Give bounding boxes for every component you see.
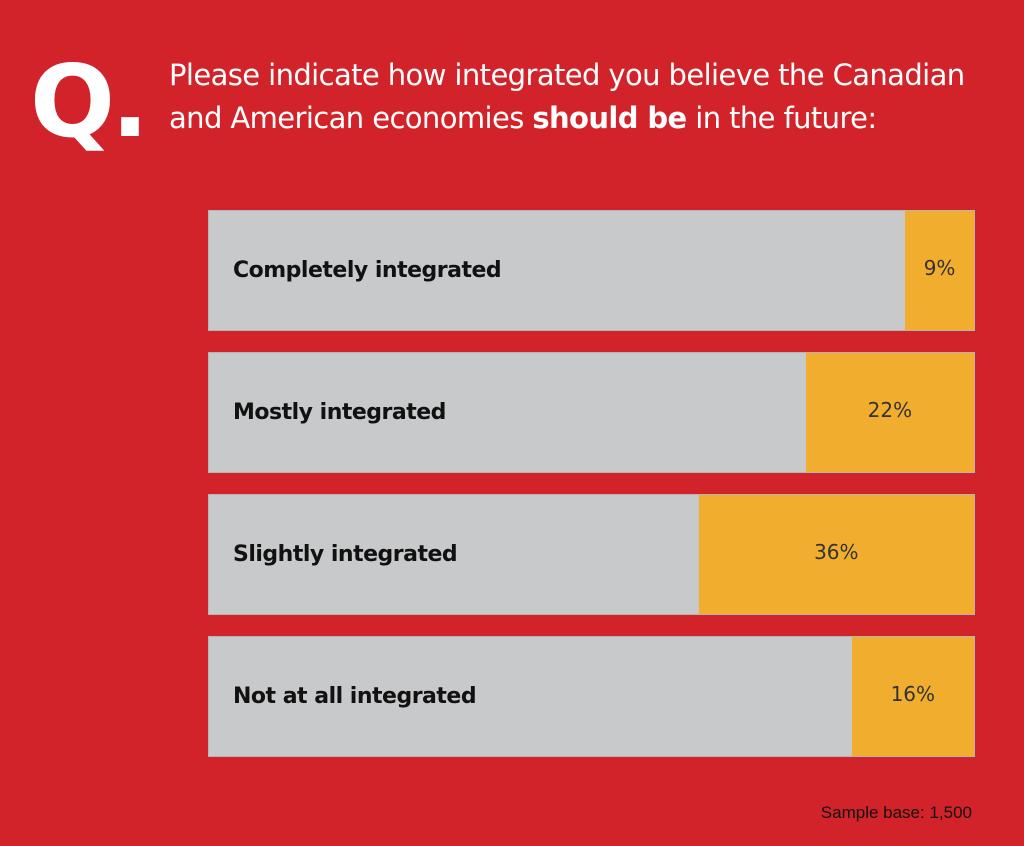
bar-row: 36% Slightly integrated	[208, 494, 975, 615]
data-label: 9%	[923, 256, 956, 280]
question-pre: Please indicate how integrated you belie…	[169, 58, 965, 135]
question-text: Please indicate how integrated you belie…	[169, 54, 1024, 140]
bar-row: 22% Mostly integrated	[208, 352, 975, 473]
question-bold: should be	[532, 101, 687, 135]
question-post: in the future:	[686, 101, 877, 135]
data-label: 22%	[867, 398, 913, 422]
bar-row: 9% Completely integrated	[208, 210, 975, 331]
category-label: Slightly integrated	[233, 542, 458, 567]
bar-fill: 16%	[851, 637, 974, 756]
bar-fill: 9%	[905, 211, 974, 330]
bar-fill: 36%	[698, 495, 974, 614]
data-label: 36%	[814, 540, 859, 564]
category-label: Not at all integrated	[233, 684, 477, 709]
sample-base: Sample base: 1,500	[820, 803, 972, 822]
data-label: 16%	[890, 682, 936, 706]
bar-fill: 22%	[805, 353, 974, 472]
category-label: Completely integrated	[233, 258, 502, 283]
q-logo: Q.	[30, 43, 149, 160]
bar-row: 16% Not at all integrated	[208, 636, 975, 757]
category-label: Mostly integrated	[233, 400, 446, 425]
